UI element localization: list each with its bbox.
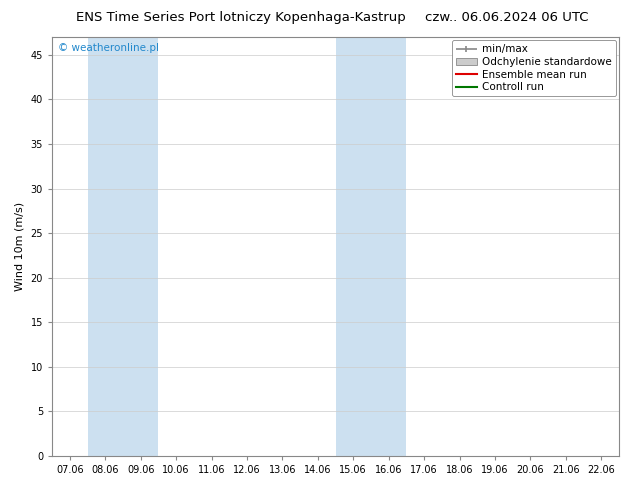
Bar [335,37,406,456]
Legend: min/max, Odchylenie standardowe, Ensemble mean run, Controll run: min/max, Odchylenie standardowe, Ensembl… [452,40,616,97]
Text: czw.. 06.06.2024 06 UTC: czw.. 06.06.2024 06 UTC [425,11,589,24]
Text: ENS Time Series Port lotniczy Kopenhaga-Kastrup: ENS Time Series Port lotniczy Kopenhaga-… [76,11,406,24]
Bar [87,37,158,456]
Text: © weatheronline.pl: © weatheronline.pl [58,43,158,53]
Y-axis label: Wind 10m (m/s): Wind 10m (m/s) [15,202,25,291]
